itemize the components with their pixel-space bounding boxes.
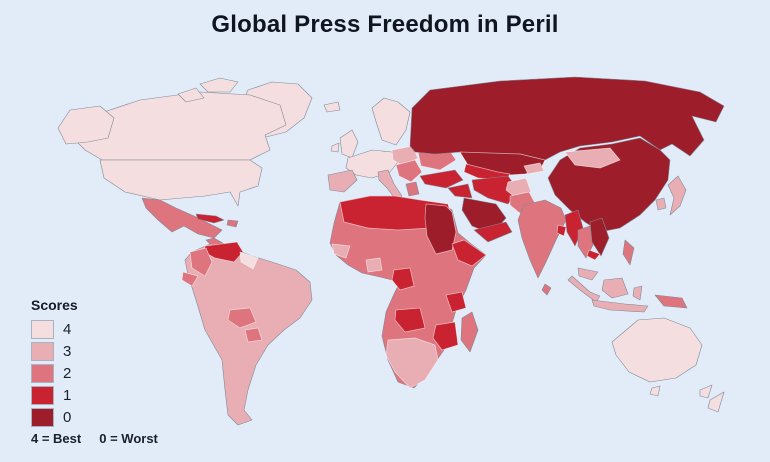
region-turkey bbox=[419, 169, 464, 189]
region-usa bbox=[99, 159, 263, 207]
region-bolivia bbox=[227, 307, 257, 329]
region-india bbox=[517, 199, 567, 279]
region-hispaniola bbox=[226, 219, 239, 228]
legend-label-2: 2 bbox=[63, 364, 72, 382]
legend-swatch-3 bbox=[31, 341, 54, 361]
legend-swatch-4 bbox=[31, 319, 54, 339]
region-indonesia-java bbox=[591, 299, 649, 313]
region-tasmania bbox=[649, 385, 661, 397]
region-iberia bbox=[327, 169, 358, 193]
page-title: Global Press Freedom in Peril bbox=[211, 11, 559, 38]
region-malaysia bbox=[577, 267, 599, 281]
legend-label-0: 0 bbox=[63, 408, 72, 426]
region-philippines bbox=[622, 239, 635, 266]
region-alaska bbox=[57, 105, 115, 145]
legend-row-score-0: 0 bbox=[31, 406, 78, 428]
region-southern-africa bbox=[385, 337, 439, 389]
legend-title: Scores bbox=[31, 297, 78, 313]
region-colombia bbox=[189, 247, 213, 277]
region-russia bbox=[409, 76, 725, 161]
region-balkans bbox=[395, 159, 423, 183]
region-scandinavia bbox=[371, 97, 411, 146]
region-horn-of-africa bbox=[451, 239, 487, 267]
region-canada-arctic-islands bbox=[177, 87, 205, 103]
region-vietnam-laos bbox=[589, 217, 610, 257]
region-yemen-oman bbox=[473, 221, 513, 243]
region-iran bbox=[471, 175, 519, 205]
legend-footnote-best: 4 = Best bbox=[31, 431, 82, 446]
legend-swatch-1 bbox=[31, 385, 54, 405]
legend-row-score-2: 2 bbox=[31, 362, 78, 384]
region-mongolia bbox=[564, 147, 621, 169]
region-angola bbox=[394, 307, 426, 333]
legend-footnote-worst: 0 = Worst bbox=[99, 431, 158, 446]
region-south-korea bbox=[655, 197, 667, 211]
region-canada-arctic-islands bbox=[199, 77, 239, 93]
region-cameroon-gabon bbox=[391, 267, 415, 291]
region-new-zealand-north bbox=[699, 384, 713, 399]
region-senegal bbox=[331, 243, 351, 259]
region-bangladesh bbox=[556, 224, 567, 237]
legend-row-score-3: 3 bbox=[31, 340, 78, 362]
region-paraguay bbox=[244, 327, 263, 343]
region-ghana bbox=[365, 257, 383, 273]
legend-swatch-2 bbox=[31, 363, 54, 383]
region-iraq-syria bbox=[447, 183, 473, 199]
region-egypt-sudan bbox=[424, 203, 457, 255]
legend-swatch-0 bbox=[31, 407, 54, 427]
region-sri-lanka bbox=[541, 283, 552, 296]
region-australia bbox=[611, 317, 703, 383]
region-greece bbox=[405, 181, 420, 197]
legend: Scores 4 3 2 1 0 bbox=[31, 297, 78, 428]
region-mozambique-zimbabwe bbox=[432, 321, 459, 351]
region-new-zealand-south bbox=[707, 391, 725, 413]
legend-row-score-1: 1 bbox=[31, 384, 78, 406]
region-iceland bbox=[323, 101, 341, 113]
legend-label-4: 4 bbox=[63, 320, 72, 338]
legend-label-3: 3 bbox=[63, 342, 72, 360]
region-madagascar bbox=[460, 311, 479, 353]
region-cambodia bbox=[586, 249, 601, 261]
region-indonesia-sulawesi bbox=[632, 285, 643, 301]
region-japan bbox=[667, 175, 687, 216]
world-choropleth-map bbox=[57, 76, 725, 426]
region-indonesia-borneo bbox=[601, 277, 629, 299]
region-kyrgyzstan bbox=[523, 162, 545, 175]
region-cuba bbox=[195, 213, 225, 224]
region-indonesia-sumatra bbox=[567, 275, 601, 303]
region-uk bbox=[339, 129, 359, 159]
region-papua-new-guinea bbox=[654, 294, 688, 309]
region-ecuador bbox=[181, 271, 199, 287]
legend-footnote: 4 = Best 0 = Worst bbox=[31, 431, 176, 446]
legend-label-1: 1 bbox=[63, 386, 72, 404]
region-guyanas bbox=[239, 251, 259, 270]
legend-row-score-4: 4 bbox=[31, 318, 78, 340]
region-tanzania bbox=[445, 291, 467, 313]
region-ireland bbox=[330, 142, 340, 153]
